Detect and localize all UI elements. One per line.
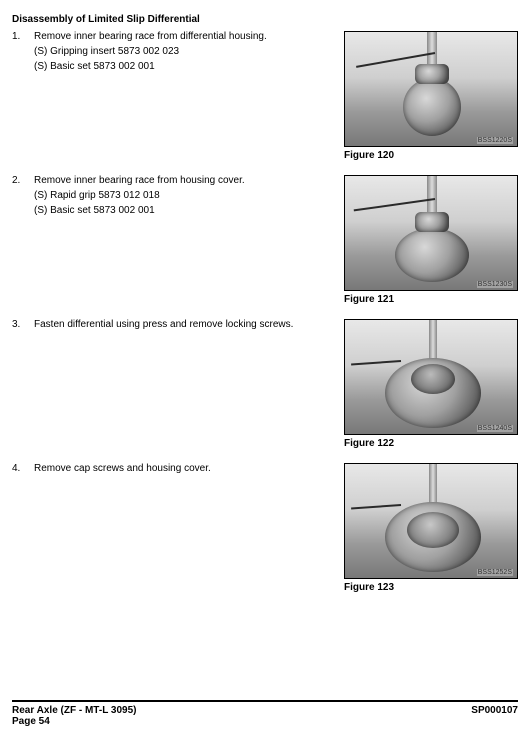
- step-body: Remove inner bearing race from housing c…: [34, 175, 344, 220]
- step-body: Remove cap screws and housing cover.: [34, 463, 344, 478]
- step-number: 3.: [12, 319, 34, 330]
- section-title: Disassembly of Limited Slip Differential: [12, 14, 518, 25]
- figure-caption: Figure 122: [344, 438, 518, 449]
- step-text: Remove inner bearing race from housing c…: [34, 175, 336, 186]
- footer-rule: [12, 700, 518, 702]
- step-sub: (S) Rapid grip 5873 012 018: [34, 190, 336, 201]
- step-number: 4.: [12, 463, 34, 474]
- footer-left-bottom: Page 54: [12, 716, 136, 727]
- step-sub: (S) Basic set 5873 002 001: [34, 61, 336, 72]
- figure-image: BSS1220S: [344, 31, 518, 147]
- footer-left-top: Rear Axle (ZF - MT-L 3095): [12, 705, 136, 716]
- footer-left: Rear Axle (ZF - MT-L 3095) Page 54: [12, 705, 136, 727]
- figure-image: BSS1252S: [344, 463, 518, 579]
- page-footer: Rear Axle (ZF - MT-L 3095) Page 54 SP000…: [12, 700, 518, 727]
- step-text: Remove cap screws and housing cover.: [34, 463, 336, 474]
- figure-block: BSS1240S Figure 122: [344, 319, 518, 449]
- figure-block: BSS1252S Figure 123: [344, 463, 518, 593]
- step-sub: (S) Gripping insert 5873 002 023: [34, 46, 336, 57]
- step-3: 3. Fasten differential using press and r…: [12, 319, 518, 449]
- step-sub: (S) Basic set 5873 002 001: [34, 205, 336, 216]
- figure-block: BSS1230S Figure 121: [344, 175, 518, 305]
- figure-id-label: BSS1240S: [477, 425, 513, 432]
- step-text: Remove inner bearing race from different…: [34, 31, 336, 42]
- figure-id-label: BSS1230S: [477, 281, 513, 288]
- figure-image: BSS1240S: [344, 319, 518, 435]
- step-number: 1.: [12, 31, 34, 42]
- figure-block: BSS1220S Figure 120: [344, 31, 518, 161]
- figure-id-label: BSS1252S: [477, 569, 513, 576]
- figure-caption: Figure 120: [344, 150, 518, 161]
- step-body: Remove inner bearing race from different…: [34, 31, 344, 76]
- figure-caption: Figure 121: [344, 294, 518, 305]
- figure-image: BSS1230S: [344, 175, 518, 291]
- figure-caption: Figure 123: [344, 582, 518, 593]
- step-body: Fasten differential using press and remo…: [34, 319, 344, 334]
- step-number: 2.: [12, 175, 34, 186]
- step-text: Fasten differential using press and remo…: [34, 319, 336, 330]
- step-2: 2. Remove inner bearing race from housin…: [12, 175, 518, 305]
- step-4: 4. Remove cap screws and housing cover. …: [12, 463, 518, 593]
- step-1: 1. Remove inner bearing race from differ…: [12, 31, 518, 161]
- footer-right: SP000107: [471, 705, 518, 727]
- figure-id-label: BSS1220S: [477, 137, 513, 144]
